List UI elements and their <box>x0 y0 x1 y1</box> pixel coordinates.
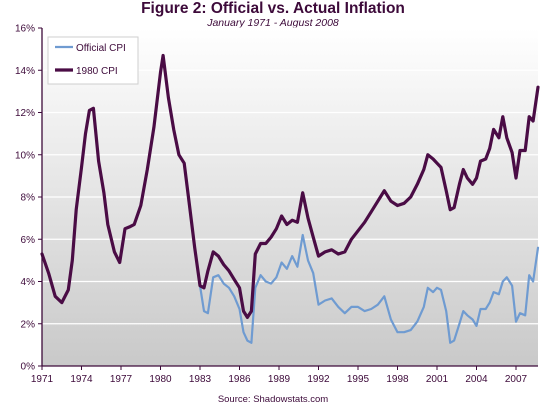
x-tick-label: 1992 <box>307 374 330 385</box>
legend-label: 1980 CPI <box>76 66 118 77</box>
y-tick-label: 2% <box>21 319 36 330</box>
chart-title: Figure 2: Official vs. Actual Inflation <box>141 0 405 17</box>
y-tick-label: 4% <box>21 277 36 288</box>
legend-label: Official CPI <box>76 43 126 54</box>
x-tick-label: 1980 <box>149 374 172 385</box>
y-axis-ticks: 0% 2% 4% 6% 8% 10% 12% 14% 16% <box>15 24 42 373</box>
x-tick-label: 2001 <box>426 374 449 385</box>
x-tick-label: 1986 <box>228 374 251 385</box>
y-tick-label: 14% <box>15 66 35 77</box>
y-tick-label: 16% <box>15 24 35 35</box>
y-tick-label: 6% <box>21 235 36 246</box>
y-tick-label: 10% <box>15 150 35 161</box>
x-tick-label: 2007 <box>505 374 528 385</box>
legend-box <box>47 36 139 85</box>
x-tick-label: 1977 <box>110 374 133 385</box>
x-tick-label: 1998 <box>386 374 409 385</box>
x-tick-label: 1971 <box>31 374 54 385</box>
x-tick-label: 1989 <box>268 374 291 385</box>
chart-source: Source: Shadowstats.com <box>217 394 329 405</box>
x-tick-label: 2004 <box>465 374 488 385</box>
chart-subtitle: January 1971 - August 2008 <box>207 17 339 29</box>
x-tick-label: 1995 <box>347 374 370 385</box>
x-axis-ticks: 1971 1974 1977 1980 1983 1986 1989 1992 1995 1998… <box>31 366 528 385</box>
x-tick-label: 1974 <box>70 374 93 385</box>
y-tick-label: 8% <box>21 193 36 204</box>
axes <box>41 28 538 367</box>
legend: Official CPI 1980 CPI <box>47 36 139 85</box>
x-tick-label: 1983 <box>189 374 212 385</box>
y-tick-label: 12% <box>15 108 35 119</box>
series-1980-cpi-line <box>40 53 540 319</box>
y-tick-label: 0% <box>21 362 36 373</box>
series-lines <box>40 53 540 344</box>
